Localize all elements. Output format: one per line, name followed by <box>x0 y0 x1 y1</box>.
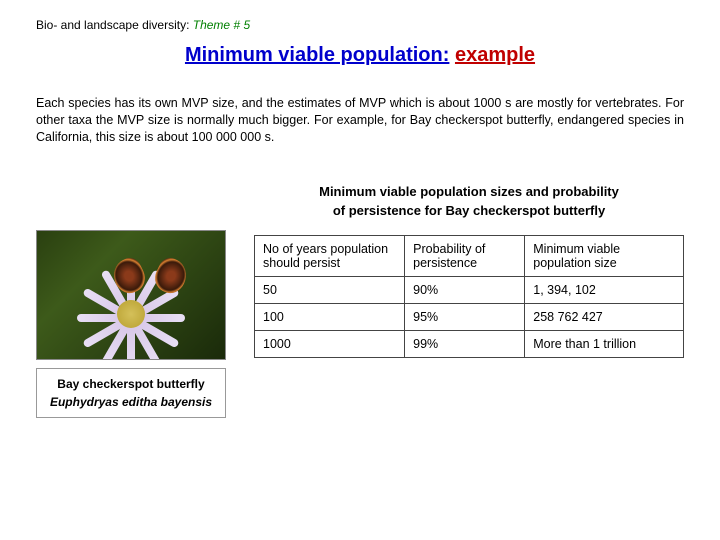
table-cell: 50 <box>255 276 405 303</box>
table-cell: 100 <box>255 303 405 330</box>
table-cell: 258 762 427 <box>525 303 684 330</box>
table-row: 100 95% 258 762 427 <box>255 303 684 330</box>
image-caption: Bay checkerspot butterfly Euphydryas edi… <box>36 368 226 418</box>
image-column: Bay checkerspot butterfly Euphydryas edi… <box>36 230 226 418</box>
table-header-years: No of years population should persist <box>255 235 405 276</box>
butterfly-image <box>36 230 226 360</box>
table-caption: Minimum viable population sizes and prob… <box>254 182 684 221</box>
table-header-row: No of years population should persist Pr… <box>255 235 684 276</box>
table-cell: More than 1 trillion <box>525 330 684 357</box>
table-cell: 90% <box>405 276 525 303</box>
caption-common-name: Bay checkerspot butterfly <box>41 375 221 393</box>
page-title: Minimum viable population: example <box>36 44 684 67</box>
table-column: Minimum viable population sizes and prob… <box>254 182 684 358</box>
header-theme: Theme # 5 <box>193 18 250 32</box>
table-row: 50 90% 1, 394, 102 <box>255 276 684 303</box>
table-row: 1000 99% More than 1 trillion <box>255 330 684 357</box>
header-prefix: Bio- and landscape diversity: <box>36 18 193 32</box>
table-header-prob: Probability of persistence <box>405 235 525 276</box>
body-paragraph: Each species has its own MVP size, and t… <box>36 95 684 146</box>
mvp-table: No of years population should persist Pr… <box>254 235 684 358</box>
title-main: Minimum viable population: <box>185 44 449 66</box>
content-row: Bay checkerspot butterfly Euphydryas edi… <box>36 182 684 418</box>
table-cell: 95% <box>405 303 525 330</box>
table-cell: 99% <box>405 330 525 357</box>
caption-latin-name: Euphydryas editha bayensis <box>41 393 221 411</box>
table-cell: 1000 <box>255 330 405 357</box>
table-cell: 1, 394, 102 <box>525 276 684 303</box>
table-header-mvp: Minimum viable population size <box>525 235 684 276</box>
table-caption-line2: of persistence for Bay checkerspot butte… <box>333 203 605 218</box>
table-caption-line1: Minimum viable population sizes and prob… <box>319 184 619 199</box>
slide-header: Bio- and landscape diversity: Theme # 5 <box>36 18 684 32</box>
title-example: example <box>455 44 535 66</box>
